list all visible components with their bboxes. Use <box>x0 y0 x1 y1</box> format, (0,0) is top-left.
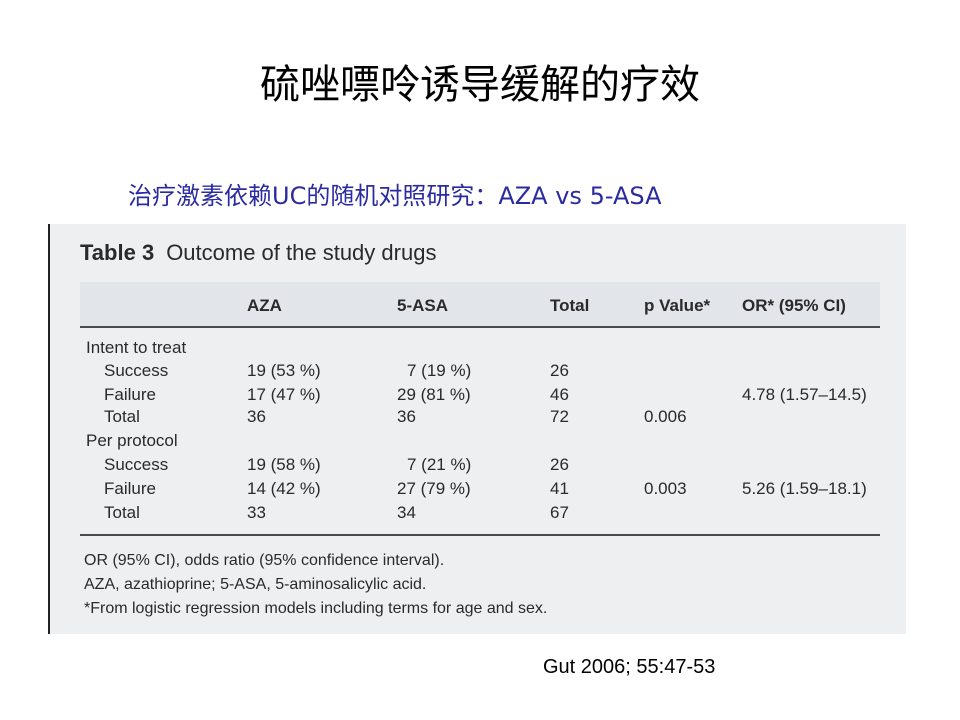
column-header-p-value: p Value* <box>644 296 711 315</box>
cell-5asa: 27 (79 %) <box>397 479 471 498</box>
table-footnote: AZA, azathioprine; 5-ASA, 5-aminosalicyl… <box>84 576 427 593</box>
cell-aza: 17 (47 %) <box>247 385 321 404</box>
cell-aza: 14 (42 %) <box>247 479 321 498</box>
cell-5asa: 36 <box>397 407 416 426</box>
cell-5asa: 7 (19 %) <box>407 361 472 380</box>
cell-5asa: 34 <box>397 503 416 522</box>
cell-p-value: 0.003 <box>644 479 687 498</box>
column-header-total: Total <box>550 296 590 315</box>
cell-5asa: 29 (81 %) <box>397 385 471 404</box>
cell-total: 26 <box>550 361 569 380</box>
cell-5asa: 7 (21 %) <box>407 455 472 474</box>
slide-title: 硫唑嘌呤诱导缓解的疗效 <box>260 62 700 108</box>
cell-total: 72 <box>550 407 569 426</box>
cell-aza: 19 (53 %) <box>247 361 321 380</box>
column-header-or: OR* (95% CI) <box>742 296 846 315</box>
citation: Gut 2006; 55:47-53 <box>543 656 716 678</box>
row-label: Success <box>104 361 169 380</box>
table-footnote: OR (95% CI), odds ratio (95% confidence … <box>84 552 445 569</box>
column-header-5asa: 5-ASA <box>397 296 449 315</box>
cell-or: 4.78 (1.57–14.5) <box>742 385 867 404</box>
cell-total: 26 <box>550 455 569 474</box>
cell-aza: 19 (58 %) <box>247 455 321 474</box>
table-caption: Table 3 Outcome of the study drugs <box>80 240 436 266</box>
cell-aza: 33 <box>247 503 266 522</box>
group-label-intent-to-treat: Intent to treat <box>86 338 187 357</box>
column-header-aza: AZA <box>247 296 282 315</box>
cell-total: 41 <box>550 479 569 498</box>
row-label: Failure <box>104 479 156 498</box>
table-figure: Table 3 Outcome of the study drugs AZA 5-… <box>48 224 906 634</box>
table-caption-text: Outcome of the study drugs <box>166 240 437 265</box>
cell-or: 5.26 (1.59–18.1) <box>742 479 867 498</box>
cell-total: 67 <box>550 503 569 522</box>
row-label: Total <box>104 503 140 522</box>
group-label-per-protocol: Per protocol <box>86 431 178 450</box>
cell-aza: 36 <box>247 407 266 426</box>
slide-subtitle: 治疗激素依赖UC的随机对照研究：AZA vs 5-ASA <box>128 182 662 210</box>
row-label: Success <box>104 455 169 474</box>
table-footnote: *From logistic regression models includi… <box>84 600 548 617</box>
row-label: Total <box>104 407 140 426</box>
table-bottom-rule <box>80 534 880 536</box>
cell-total: 46 <box>550 385 569 404</box>
cell-p-value: 0.006 <box>644 407 687 426</box>
table-label: Table 3 <box>80 240 155 265</box>
table-header-band <box>80 282 880 328</box>
row-label: Failure <box>104 385 156 404</box>
